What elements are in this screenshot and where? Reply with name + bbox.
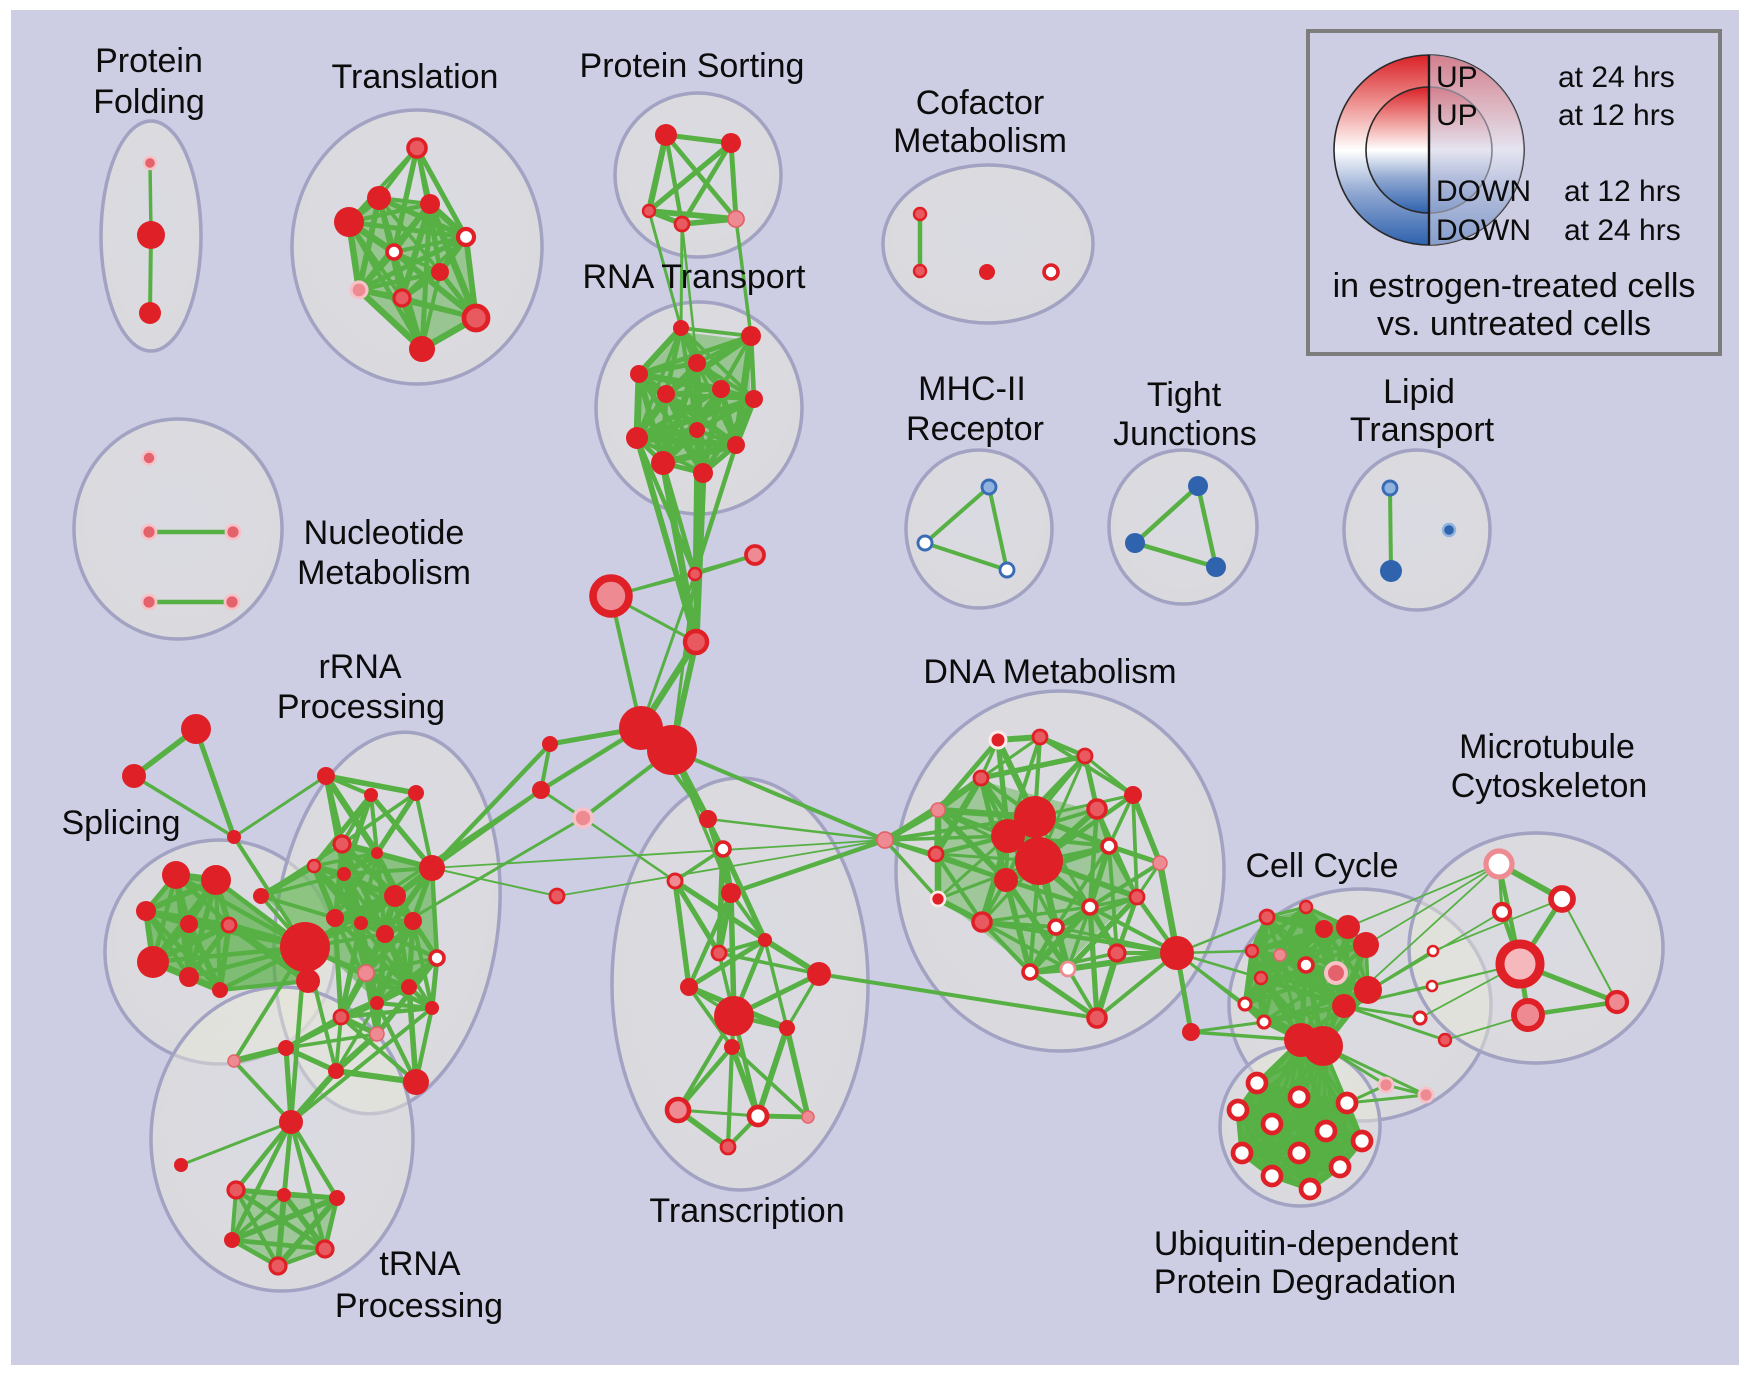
svg-text:Cell Cycle: Cell Cycle [1245,847,1398,885]
svg-text:MHC-II: MHC-II [918,370,1026,408]
svg-text:DOWN: DOWN [1436,214,1531,247]
svg-text:DOWN: DOWN [1436,175,1531,208]
svg-text:Cytoskeleton: Cytoskeleton [1451,767,1648,805]
svg-text:in estrogen-treated cells: in estrogen-treated cells [1333,267,1696,305]
svg-text:Ubiquitin-dependent: Ubiquitin-dependent [1154,1225,1459,1263]
svg-text:Translation: Translation [332,58,499,96]
svg-text:at 24 hrs: at 24 hrs [1564,214,1681,247]
svg-text:Lipid: Lipid [1383,373,1455,411]
svg-text:Processing: Processing [335,1287,503,1325]
svg-text:Splicing: Splicing [61,804,180,842]
svg-text:Transcription: Transcription [649,1192,844,1230]
svg-text:UP: UP [1436,61,1478,94]
svg-text:Nucleotide: Nucleotide [304,514,465,552]
svg-text:at 24 hrs: at 24 hrs [1558,61,1675,94]
svg-text:Processing: Processing [277,688,445,726]
svg-text:Junctions: Junctions [1113,415,1257,453]
svg-text:DNA Metabolism: DNA Metabolism [923,653,1176,691]
svg-text:Metabolism: Metabolism [297,554,471,592]
svg-text:Protein Degradation: Protein Degradation [1154,1263,1456,1301]
svg-text:Microtubule: Microtubule [1459,728,1635,766]
svg-text:tRNA: tRNA [379,1245,461,1283]
svg-text:at 12 hrs: at 12 hrs [1558,99,1675,132]
svg-text:RNA Transport: RNA Transport [583,258,807,296]
svg-text:at 12 hrs: at 12 hrs [1564,175,1681,208]
svg-text:Metabolism: Metabolism [893,122,1067,160]
svg-text:vs. untreated cells: vs. untreated cells [1377,305,1651,343]
svg-text:Transport: Transport [1350,411,1495,449]
svg-text:Folding: Folding [93,83,205,121]
svg-text:UP: UP [1436,99,1478,132]
svg-text:Tight: Tight [1147,376,1222,414]
svg-text:Protein Sorting: Protein Sorting [580,47,805,85]
svg-text:Cofactor: Cofactor [916,84,1045,122]
svg-text:Receptor: Receptor [906,410,1044,448]
svg-text:Protein: Protein [95,42,203,80]
svg-text:rRNA: rRNA [318,648,401,686]
